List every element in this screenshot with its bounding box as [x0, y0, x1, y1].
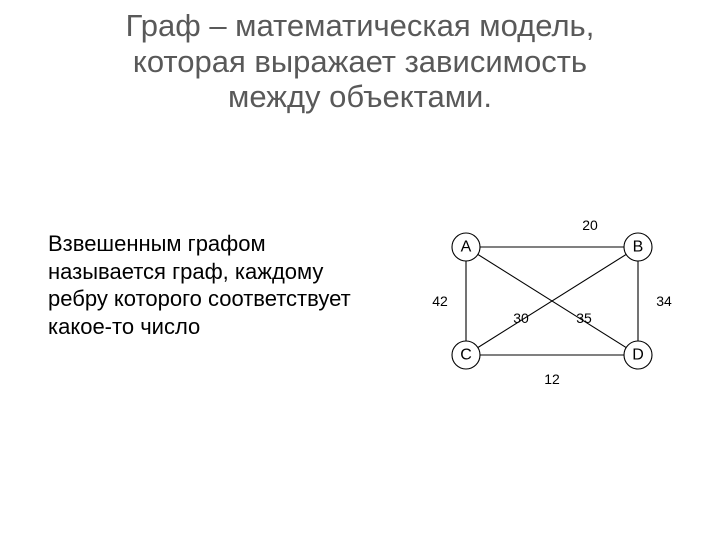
- edge-weight-B-D: 34: [656, 293, 672, 309]
- node-label-C: C: [460, 347, 472, 364]
- node-label-B: B: [633, 239, 644, 256]
- slide-title: Граф – математическая модель, которая вы…: [0, 8, 720, 115]
- graph-svg: 20 42 35 30 34 12 A B C D: [400, 195, 700, 405]
- node-label-D: D: [632, 347, 644, 364]
- node-label-A: A: [461, 239, 472, 256]
- edge-weight-B-C: 30: [513, 310, 529, 326]
- slide: { "title": "Граф – математическая модель…: [0, 0, 720, 540]
- definition-text: Взвешенным графом называется граф, каждо…: [48, 230, 368, 340]
- edge-weight-C-D: 12: [544, 371, 560, 387]
- edge-weight-A-B: 20: [582, 217, 598, 233]
- edge-weight-A-C: 42: [432, 293, 448, 309]
- edge-weight-A-D: 35: [576, 310, 592, 326]
- weighted-graph-diagram: 20 42 35 30 34 12 A B C D: [400, 195, 700, 405]
